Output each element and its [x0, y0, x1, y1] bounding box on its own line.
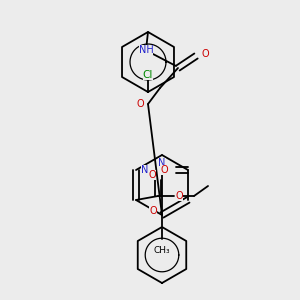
Text: O: O [148, 170, 156, 180]
Text: CH₃: CH₃ [154, 246, 170, 255]
Text: O: O [201, 49, 208, 59]
Text: O: O [149, 206, 157, 216]
Text: N: N [141, 165, 148, 175]
Text: NH: NH [139, 45, 153, 55]
Text: O: O [175, 191, 183, 201]
Text: O: O [136, 99, 144, 109]
Text: O: O [160, 165, 168, 175]
Text: Cl: Cl [143, 70, 153, 80]
Text: N: N [158, 158, 166, 168]
